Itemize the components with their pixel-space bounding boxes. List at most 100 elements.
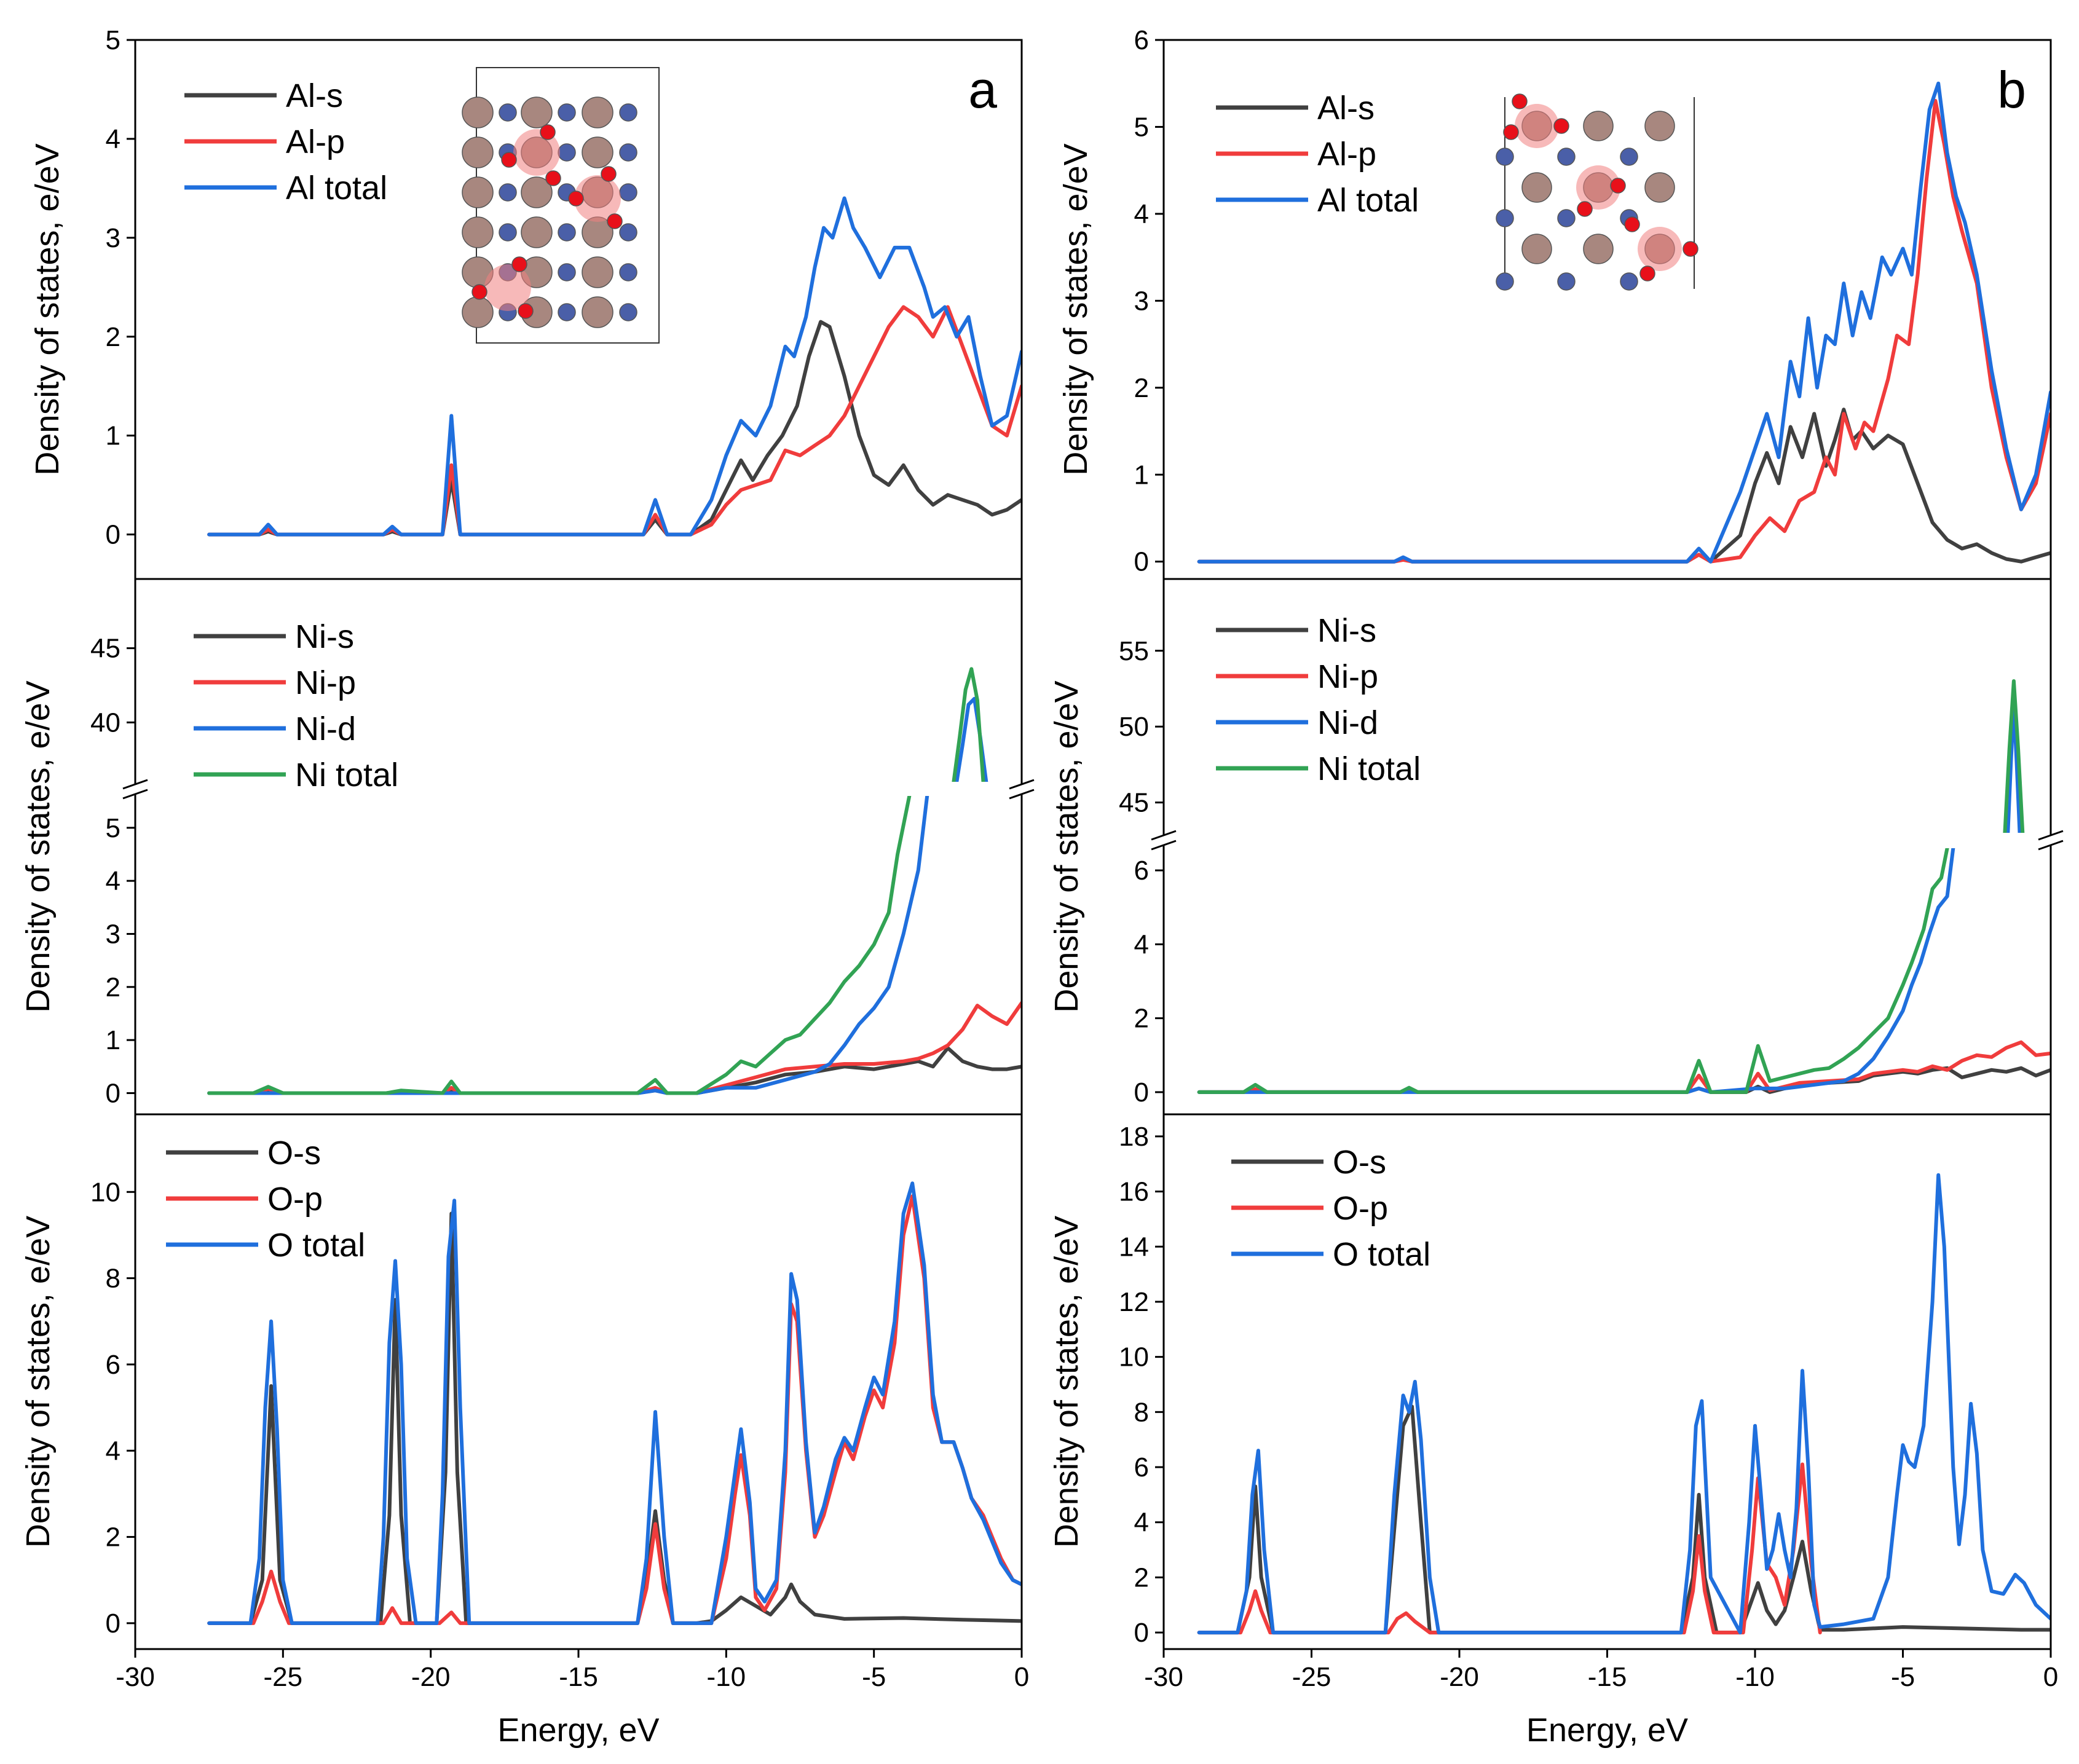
series-line-al-total <box>207 196 1022 537</box>
atom <box>582 136 613 168</box>
legend-label: Ni-s <box>1317 612 1376 649</box>
legend-label: O total <box>1333 1236 1430 1273</box>
highlight <box>484 264 531 311</box>
legend-label: Al-p <box>286 124 345 160</box>
upper-line-ni-total <box>952 667 985 782</box>
series-group <box>1197 81 2051 564</box>
x-tick-label: -30 <box>116 1662 155 1692</box>
atom <box>540 124 556 140</box>
panel-a-bottom: 0 2 4 6 8 10 Density of states, e/eV O-s O-p O to… <box>20 1113 1023 1658</box>
y-tick-label: 10 <box>90 1177 120 1207</box>
atom <box>1577 201 1593 217</box>
axis-break-mark <box>2038 840 2064 851</box>
legend-label: Ni-d <box>295 711 356 747</box>
y-tick-label-upper: 40 <box>90 707 120 738</box>
y-tick-label: 6 <box>1134 1452 1149 1482</box>
atom <box>1583 111 1614 141</box>
legend-label: O-s <box>1333 1144 1386 1181</box>
atom <box>462 96 494 128</box>
y-axis-title: Density of states, e/eV <box>20 680 57 1012</box>
y-tick-label: 0 <box>1134 1618 1149 1648</box>
y-tick-label-upper: 55 <box>1119 636 1149 666</box>
atom <box>582 96 613 128</box>
x-tick-label: -25 <box>264 1662 303 1692</box>
legend-label: Ni total <box>295 757 398 793</box>
y-tick-label: 6 <box>106 1350 120 1380</box>
atom <box>545 170 561 186</box>
atom <box>558 103 576 122</box>
y-tick-label: 4 <box>1134 199 1149 229</box>
legend-label: O-s <box>267 1135 321 1171</box>
atom <box>521 176 553 208</box>
highlight <box>1638 227 1682 271</box>
x-tick-label: -10 <box>1735 1662 1775 1692</box>
upper-line-ni-total <box>2003 679 2025 833</box>
y-tick-label: 3 <box>106 919 120 949</box>
atom <box>1553 118 1569 134</box>
y-axis-title: Density of states, e/eV <box>20 1216 57 1548</box>
y-tick-label-upper: 50 <box>1119 712 1149 742</box>
atom <box>1620 272 1638 291</box>
atom <box>1620 148 1638 166</box>
y-tick-label: 2 <box>106 1522 120 1553</box>
x-tick-label: -25 <box>1292 1662 1331 1692</box>
y-tick-label: 0 <box>1134 547 1149 577</box>
atom <box>1557 209 1576 227</box>
panel-b-top: 0 1 2 3 4 5 6 Density of states, e/eV Al-s Al-p Al… <box>1057 25 2052 580</box>
highlight <box>574 175 621 222</box>
crystal-structure-icon <box>1496 93 1698 291</box>
x-tick-label: -15 <box>559 1662 598 1692</box>
atom <box>582 256 613 288</box>
highlight <box>1576 165 1620 210</box>
atom <box>499 183 517 202</box>
y-tick-label: 0 <box>106 1608 120 1639</box>
y-tick-label: 0 <box>106 1078 120 1108</box>
y-tick-label: 8 <box>106 1264 120 1294</box>
atom <box>462 216 494 248</box>
series-line-o-total <box>1197 1173 2051 1635</box>
atom <box>558 223 576 242</box>
y-tick-label: 3 <box>1134 286 1149 316</box>
x-axis-title: Energy, eV <box>497 1712 659 1749</box>
atom <box>619 143 637 162</box>
atom <box>1644 172 1675 203</box>
atom <box>619 223 637 242</box>
atom <box>1503 124 1519 140</box>
upper-series-group <box>952 667 988 782</box>
series-group <box>207 796 1022 1095</box>
legend-label: Al total <box>286 170 387 207</box>
atom <box>582 296 613 328</box>
atom <box>1521 234 1552 264</box>
axis-break-mark <box>1151 840 1177 851</box>
y-tick-label: 1 <box>1134 460 1149 490</box>
axis-break-mark <box>1009 779 1035 790</box>
atom <box>462 176 494 208</box>
y-axis-title: Density of states, e/eV <box>1048 680 1085 1012</box>
y-tick-label: 10 <box>1119 1342 1149 1372</box>
y-tick-label: 12 <box>1119 1287 1149 1317</box>
y-tick-label: 16 <box>1119 1177 1149 1207</box>
series-line-al-total <box>1197 81 2051 564</box>
legend-label: Ni-s <box>295 618 354 655</box>
series-line-o-total <box>207 1181 1022 1625</box>
legend-label: Al-p <box>1317 136 1376 173</box>
legend-label: Al-s <box>1317 90 1375 127</box>
y-axis-title: Density of states, e/eV <box>1057 143 1094 475</box>
panel-letter: b <box>1997 61 2026 119</box>
x-axis-title: Energy, eV <box>1526 1712 1688 1749</box>
y-tick-label: 8 <box>1134 1397 1149 1427</box>
series-line-ni-total <box>1197 848 1949 1094</box>
y-tick-label: 5 <box>106 25 120 55</box>
atom <box>1496 148 1514 166</box>
y-tick-label: 6 <box>1134 856 1149 886</box>
atom <box>1557 148 1576 166</box>
legend-label: O total <box>267 1227 365 1264</box>
axis-break-gap <box>1009 784 1034 795</box>
atom <box>558 143 576 162</box>
atom <box>1557 272 1576 291</box>
axis-break-mark <box>1009 789 1035 800</box>
legend-label: Ni total <box>1317 750 1421 787</box>
y-tick-label: 2 <box>1134 1004 1149 1034</box>
y-tick-label: 0 <box>1134 1077 1149 1108</box>
